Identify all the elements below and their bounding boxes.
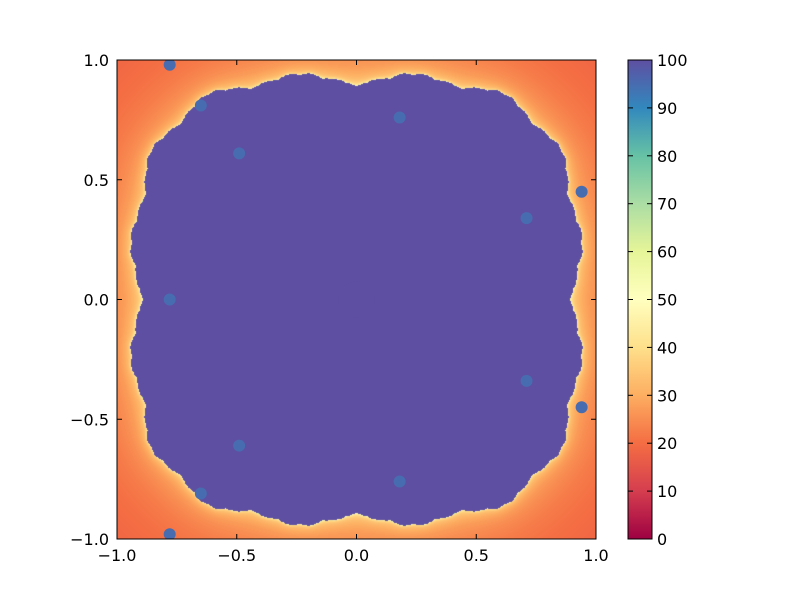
- spiral-center: [393, 111, 406, 124]
- spiral-center: [233, 147, 246, 160]
- spiral-center: [163, 60, 176, 71]
- y-tick-label: 1.0: [84, 51, 109, 70]
- spiral-center: [393, 475, 406, 488]
- spiral-center: [520, 212, 533, 225]
- x-tick-label: 0.0: [344, 546, 369, 565]
- colorbar-tick-label: 30: [657, 386, 677, 405]
- spiral-center: [194, 99, 207, 112]
- x-tick-label: −1.0: [98, 546, 137, 565]
- colorbar-tick-label: 100: [657, 51, 688, 70]
- spiral-center: [163, 293, 176, 306]
- colorbar-tick-label: 70: [657, 195, 677, 214]
- colorbar-tick-label: 60: [657, 243, 677, 262]
- colorbar-tick-label: 10: [657, 482, 677, 501]
- colorbar-tick-label: 40: [657, 338, 677, 357]
- colorbar-tick-label: 90: [657, 99, 677, 118]
- x-tick-label: −0.5: [217, 546, 256, 565]
- y-tick-label: 0.5: [84, 171, 109, 190]
- y-tick-label: −1.0: [70, 530, 109, 549]
- spiral-center: [575, 401, 588, 414]
- colorbar-tick-label: 0: [657, 530, 667, 549]
- colorbar-tick-label: 80: [657, 147, 677, 166]
- x-tick-label: 1.0: [583, 546, 608, 565]
- spiral-center: [163, 528, 176, 539]
- spiral-center: [338, 281, 375, 318]
- colorbar-tick-label: 20: [657, 434, 677, 453]
- colorbar-tick-label: 50: [657, 291, 677, 310]
- spiral-center: [194, 487, 207, 500]
- y-tick-label: 0.0: [84, 291, 109, 310]
- spiral-center: [575, 185, 588, 198]
- y-tick-label: −0.5: [70, 410, 109, 429]
- spiral-center: [233, 439, 246, 452]
- x-tick-label: 0.5: [464, 546, 489, 565]
- spiral-center: [520, 374, 533, 387]
